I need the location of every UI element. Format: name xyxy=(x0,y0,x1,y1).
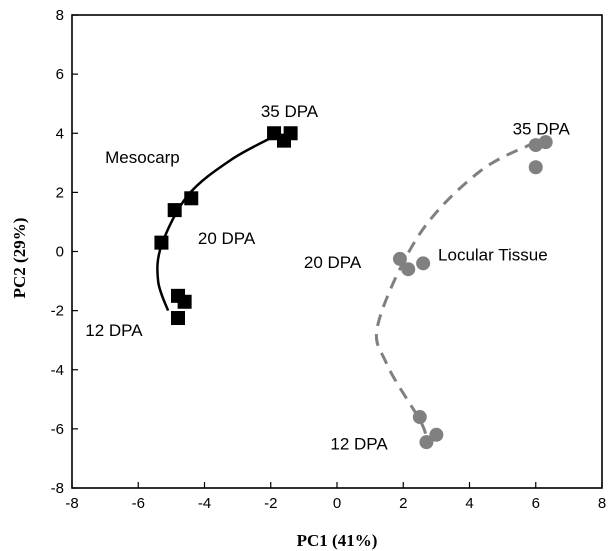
locular-tissue-point xyxy=(412,410,427,425)
x-tick-label: 2 xyxy=(399,495,407,512)
annotations: 35 DPA Mesocarp 20 DPA 12 DPA 35 DPA 20 DPA Lo… xyxy=(85,102,570,454)
mesocarp-trend-line xyxy=(156,133,278,312)
annotation-label: 35 DPA xyxy=(261,102,319,121)
mesocarp-point xyxy=(167,203,182,218)
x-tick-label: -8 xyxy=(65,495,78,512)
locular-tissue-point xyxy=(416,256,431,271)
axis-ticks: -8 -6 -4 -2 0 2 4 6 8 -8 -6 -4 -2 0 2 4 6 8 xyxy=(51,7,607,512)
locular-tissue-point xyxy=(401,262,416,277)
locular-tissue-point xyxy=(392,251,407,266)
y-axis-title: PC2 (29%) xyxy=(10,218,29,299)
mesocarp-point xyxy=(177,294,192,309)
x-tick-label: 0 xyxy=(333,495,341,512)
mesocarp-point xyxy=(154,235,169,250)
locular-tissue-point xyxy=(419,435,434,450)
y-tick-label: -8 xyxy=(51,480,64,497)
y-tick-label: -2 xyxy=(51,303,64,320)
y-tick-label: 2 xyxy=(56,184,64,201)
y-tick-label: 4 xyxy=(56,125,64,142)
data-markers xyxy=(154,126,553,450)
x-tick-label: -4 xyxy=(198,495,211,512)
annotation-label: 35 DPA xyxy=(513,120,571,139)
x-tick-label: 4 xyxy=(465,495,473,512)
annotation-label: 12 DPA xyxy=(85,321,143,340)
locular-tissue-point xyxy=(538,135,553,150)
x-tick-label: 8 xyxy=(598,495,606,512)
y-tick-label: 0 xyxy=(56,244,64,261)
y-tick-label: 6 xyxy=(56,66,64,83)
x-axis-title: PC1 (41%) xyxy=(297,531,378,550)
mesocarp-point xyxy=(184,191,199,206)
annotation-label: 12 DPA xyxy=(330,435,388,454)
y-tick-label: 8 xyxy=(56,7,64,24)
x-tick-label: 6 xyxy=(532,495,540,512)
annotation-label: 20 DPA xyxy=(198,229,256,248)
y-tick-label: -4 xyxy=(51,362,64,379)
x-tick-label: -6 xyxy=(132,495,145,512)
locular-tissue-point xyxy=(429,427,444,442)
trend-curves xyxy=(156,133,537,439)
mesocarp-point xyxy=(283,126,298,141)
annotation-label: 20 DPA xyxy=(304,253,362,272)
annotation-label: Locular Tissue xyxy=(438,245,548,264)
x-tick-label: -2 xyxy=(264,495,277,512)
y-tick-label: -6 xyxy=(51,421,64,438)
mesocarp-point xyxy=(171,311,185,326)
annotation-label: Mesocarp xyxy=(105,148,180,167)
locular-tissue-trend-line xyxy=(374,140,537,439)
locular-tissue-point xyxy=(528,160,543,175)
